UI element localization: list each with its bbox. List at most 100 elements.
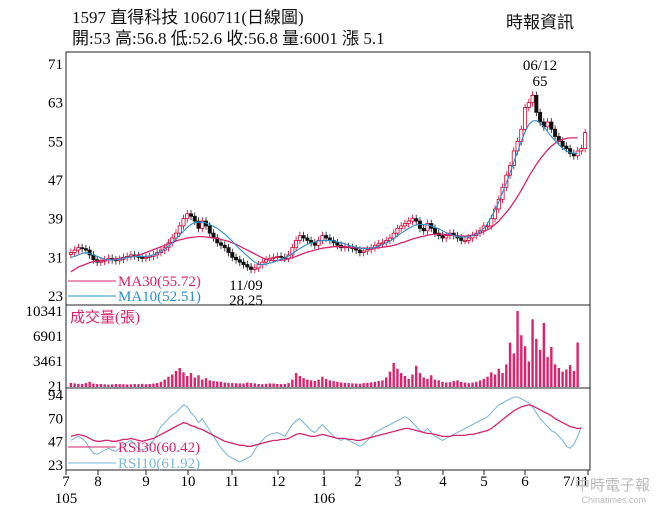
candle-body [68, 252, 73, 255]
x-year-label: 106 [313, 491, 336, 507]
volume-panel [65, 304, 591, 389]
candle-body [196, 220, 201, 229]
volume-bar [572, 370, 576, 387]
candle-body [256, 264, 261, 269]
volume-bar [133, 383, 136, 387]
candle-body [305, 237, 310, 241]
volume-bar [242, 383, 245, 387]
candle-body [312, 242, 317, 246]
candle-body [361, 250, 366, 253]
candle-body [440, 235, 445, 239]
candle-body [489, 218, 494, 227]
volume-bar [542, 322, 546, 387]
rsi-tick-label: 70 [48, 412, 63, 428]
volume-bar [118, 384, 121, 387]
candle-body [241, 261, 246, 265]
volume-bar [497, 368, 500, 387]
candle-body [549, 121, 554, 130]
rsi-panel [65, 387, 591, 471]
candle-body [83, 248, 88, 251]
volume-bar [287, 383, 290, 387]
volume-bar [159, 381, 163, 387]
volume-bar [546, 357, 549, 387]
candle-body [365, 249, 370, 252]
volume-bar [415, 365, 418, 387]
volume-bar [261, 384, 264, 387]
candle-body [530, 95, 535, 104]
candle-body [395, 227, 400, 234]
rsi-tick-label: 94 [48, 388, 64, 404]
x-tick-label: 10 [181, 474, 196, 490]
volume-bar [467, 383, 470, 387]
candle-body [523, 107, 528, 130]
volume-bar [257, 383, 260, 387]
volume-bar [512, 353, 516, 387]
candle-body [181, 218, 186, 227]
candle-body [324, 235, 329, 239]
x-tick-label: 7/11 [563, 474, 589, 490]
volume-bar [441, 381, 444, 387]
volume-bar [122, 384, 125, 387]
candle-body [463, 240, 468, 242]
volume-bar [317, 379, 320, 387]
volume-bar [475, 381, 478, 387]
candle-body [526, 102, 531, 108]
volume-bar [298, 375, 302, 387]
volume-bar [535, 338, 538, 387]
volume-bar [403, 375, 407, 387]
ma10-line [70, 120, 578, 266]
candle-body [279, 255, 284, 258]
watermark-url: Chinatimes.com [581, 495, 646, 505]
x-tick-label: 1 [320, 474, 328, 490]
volume-bar [306, 379, 309, 387]
candle-body [583, 132, 588, 149]
x-tick-label: 3 [394, 474, 402, 490]
volume-bar [99, 383, 103, 387]
volume-bar [201, 379, 204, 387]
candle-body [410, 218, 415, 222]
volume-bar [392, 362, 395, 387]
volume-bar [313, 381, 317, 387]
candle-body [534, 95, 539, 113]
volume-bar [463, 382, 467, 387]
volume-panel-label: 成交量(張) [70, 308, 140, 326]
peak-date-label: 06/12 [523, 58, 557, 74]
volume-bar [422, 377, 425, 387]
volume-bar [493, 374, 497, 387]
volume-bar [523, 346, 527, 387]
volume-bar [369, 382, 373, 387]
candle-body [301, 235, 306, 239]
volume-bar [69, 382, 73, 387]
volume-bar [152, 383, 155, 387]
volume-bar [568, 365, 572, 387]
volume-bar [557, 367, 561, 387]
volume-bar [140, 383, 144, 387]
volume-bar [204, 378, 208, 387]
candle-body [402, 223, 407, 227]
volume-bar [452, 381, 455, 387]
volume-bar [516, 311, 519, 387]
volume-bar [212, 381, 215, 387]
candle-body [354, 248, 359, 251]
candle-body [234, 256, 239, 261]
volume-bar [167, 376, 170, 387]
x-tick-label: 7 [62, 474, 70, 490]
volume-bar [294, 373, 298, 387]
volume-bar [114, 383, 118, 387]
price-tick-label: 55 [48, 134, 63, 150]
candle-body [140, 256, 145, 259]
low-date-label: 11/09 [229, 278, 263, 294]
volume-bar [246, 382, 249, 387]
volume-bar [324, 378, 328, 387]
volume-bar [388, 371, 392, 387]
x-tick-label: 12 [271, 474, 286, 490]
volume-bar [339, 382, 343, 387]
candle-body [76, 247, 81, 251]
candle-body [320, 235, 325, 241]
candle-body [508, 165, 513, 176]
volume-bar [430, 375, 433, 387]
volume-bar [336, 381, 339, 387]
candle-body [425, 223, 430, 232]
candle-body [177, 225, 182, 234]
rsi-tick-label: 23 [48, 458, 63, 474]
